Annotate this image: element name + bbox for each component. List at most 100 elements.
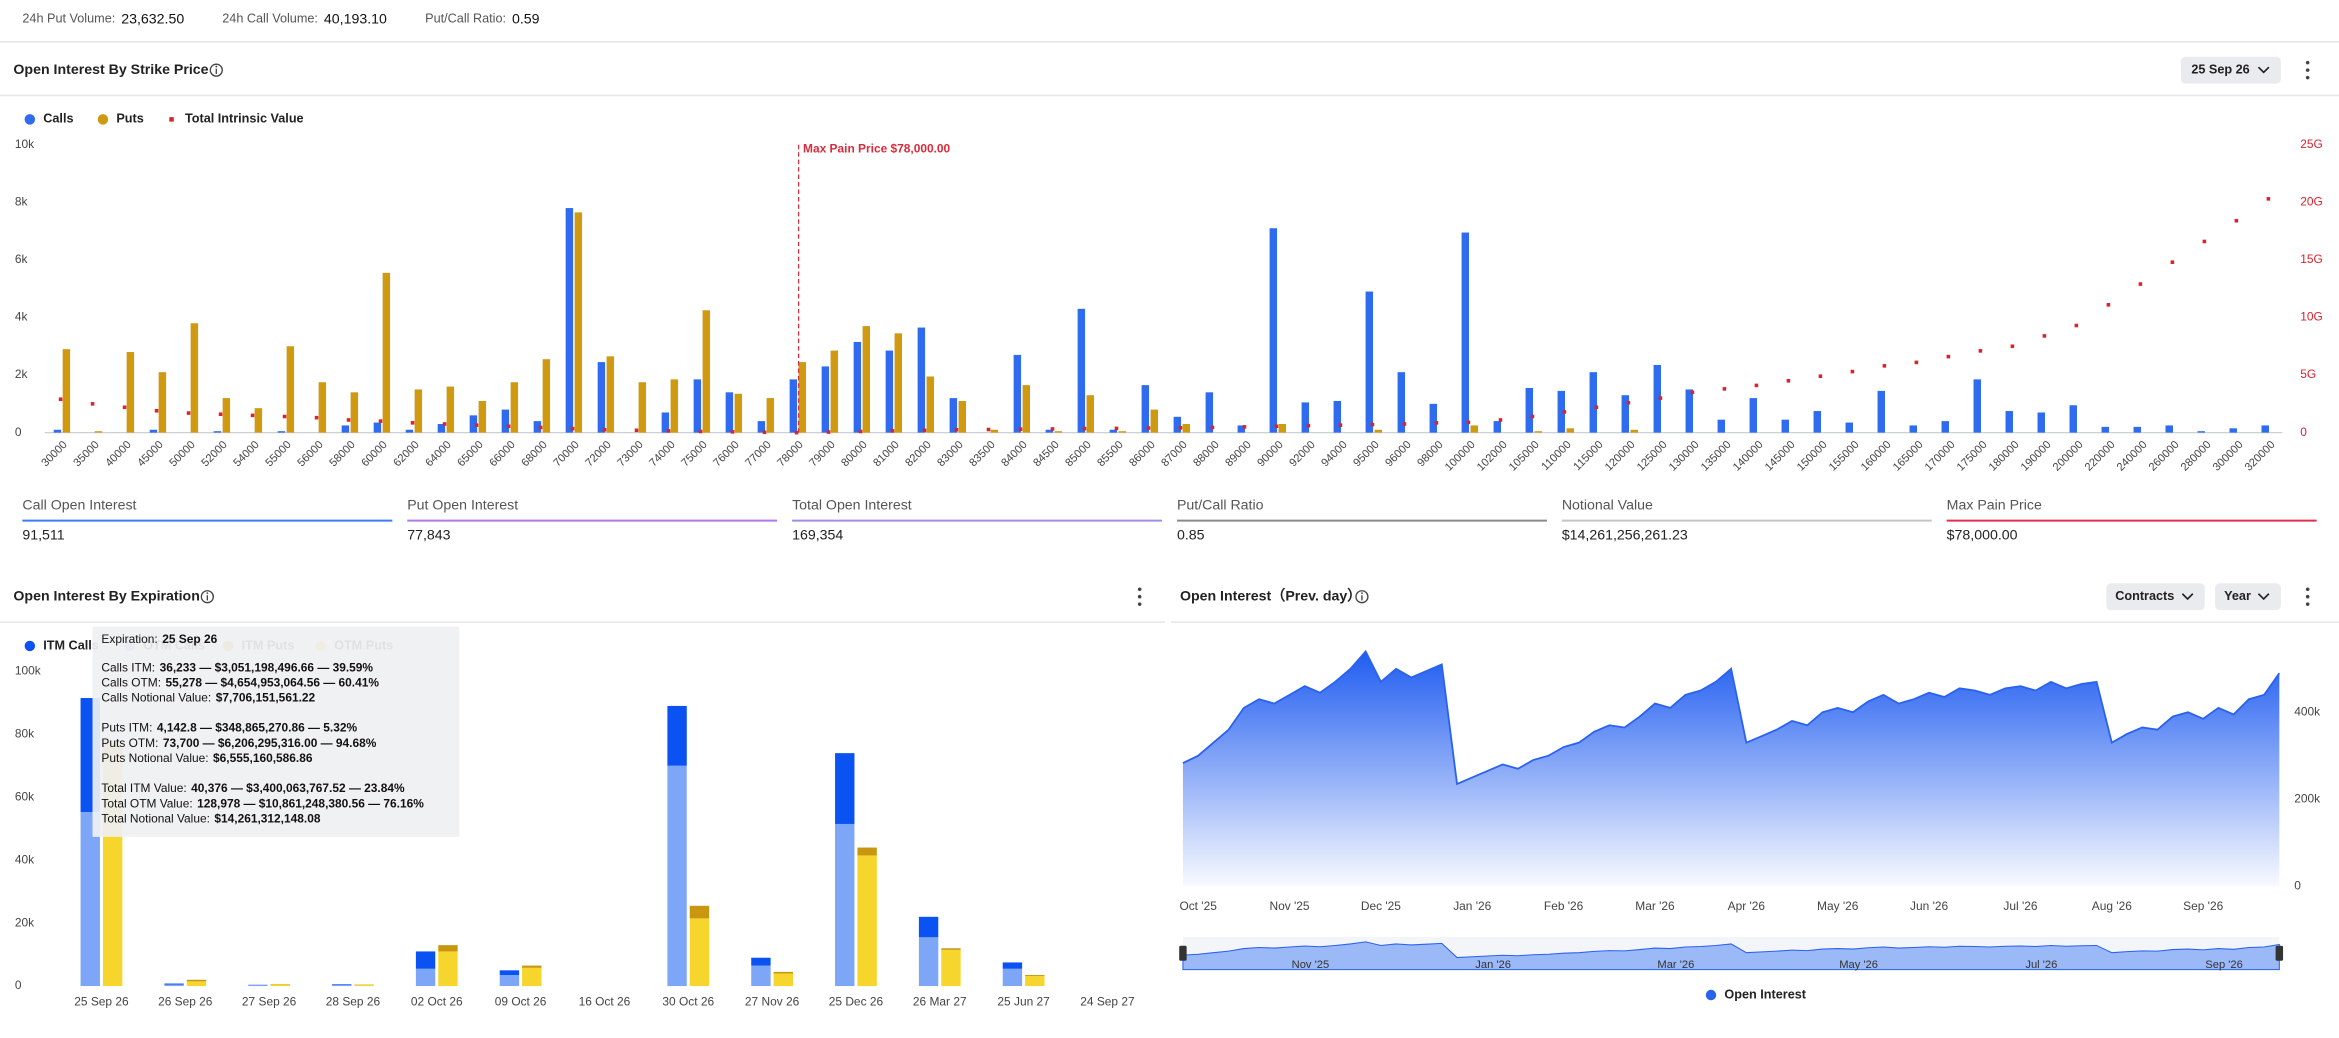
bar (254, 408, 263, 433)
bar (1470, 425, 1478, 433)
info-icon[interactable] (200, 590, 214, 604)
legend-label: Open Interest (1724, 987, 1806, 1001)
bar (1493, 421, 1502, 433)
bar (94, 431, 103, 433)
intrinsic-point (1178, 426, 1183, 430)
bar (190, 323, 199, 433)
bar (446, 386, 455, 433)
bar (821, 366, 830, 433)
stat: Put/Call Ratio: 0.59 (425, 11, 540, 27)
bar-segment (857, 855, 877, 987)
bar (693, 379, 702, 433)
tooltip-line: Calls ITM: 36,233 — $3,051,198,496.66 — 3… (101, 660, 373, 674)
x-tick-label: 66000 (487, 439, 517, 469)
intrinsic-point (1114, 426, 1119, 431)
x-tick-label: Jan '26 (1453, 899, 1491, 913)
y2-tick-label: 5G (2300, 367, 2316, 381)
intrinsic-point (922, 428, 927, 433)
tooltip-line: Puts Notional Value: $6,555,160,586.86 (101, 751, 312, 765)
bar-segment (438, 951, 458, 987)
summary-value: 0.85 (1177, 527, 1205, 543)
summary-label: Put/Call Ratio (1177, 497, 1264, 513)
intrinsic-point (346, 418, 351, 422)
summary-label: Total Open Interest (792, 497, 912, 513)
x-tick-label: 84500 (1031, 439, 1061, 469)
x-tick-label: 09 Oct 26 (495, 995, 547, 1009)
intrinsic-point (986, 427, 991, 432)
intrinsic-point (634, 428, 639, 433)
area-fill (1182, 651, 2280, 887)
navigator-handle[interactable] (1179, 945, 1187, 961)
intrinsic-point (410, 421, 415, 425)
bar (1278, 423, 1287, 433)
bar (1845, 422, 1854, 433)
menu-button[interactable] (2305, 587, 2310, 606)
bar-segment (332, 984, 352, 987)
tooltip-box (92, 626, 460, 837)
menu-button[interactable] (1137, 587, 1142, 606)
dropdown-label: Contracts (2115, 589, 2174, 603)
y-tick-label: 4k (15, 310, 28, 324)
contracts-dropdown[interactable]: Contracts (2106, 583, 2205, 611)
navigator-handle[interactable] (2275, 945, 2284, 961)
y-tick-label: 80k (15, 726, 34, 740)
x-tick-label: 25 Sep 26 (74, 995, 129, 1009)
tooltip-key: Calls OTM: (101, 676, 161, 690)
navigator-area (1182, 941, 2280, 971)
intrinsic-point (1818, 374, 1823, 378)
x-tick-label: 65000 (455, 439, 485, 469)
tooltip-line: Total Notional Value: $14,261,312,148.08 (101, 812, 320, 826)
navigator-label: Mar '26 (1657, 959, 1694, 971)
intrinsic-point (1658, 396, 1663, 400)
range-dropdown[interactable]: Year (2215, 583, 2281, 611)
bar (222, 398, 231, 433)
intrinsic-point (1306, 423, 1311, 428)
legend-swatch (24, 114, 36, 125)
intrinsic-point (1594, 405, 1599, 410)
bar (1525, 388, 1534, 433)
y-tick-label: 0 (15, 978, 22, 992)
tooltip-key: Calls ITM: (101, 660, 155, 674)
bar (318, 382, 327, 433)
stat-value: 23,632.50 (121, 11, 184, 27)
x-tick-label: 50000 (167, 439, 197, 469)
navigator-label: Nov '25 (1292, 959, 1330, 971)
bar-segment (918, 916, 939, 938)
y2-tick-label: 10G (2300, 310, 2323, 324)
menu-button[interactable] (2305, 60, 2310, 80)
intrinsic-point (154, 408, 159, 413)
x-tick-label: Dec '25 (1361, 899, 1401, 913)
bar-segment (667, 705, 687, 766)
bar-segment (438, 945, 458, 952)
x-tick-label: 102000 (1475, 439, 1510, 474)
x-tick-label: 26 Sep 26 (158, 995, 213, 1009)
tooltip-key: Total Notional Value: (101, 812, 209, 826)
y2-tick-label: 15G (2300, 252, 2323, 266)
bar-segment (773, 971, 793, 974)
bar (1141, 385, 1150, 433)
intrinsic-point (122, 405, 127, 410)
expiry-dropdown[interactable]: 25 Sep 26 (2180, 56, 2281, 84)
bar-segment (835, 823, 855, 987)
bar (437, 423, 446, 433)
panel-title: Open Interest By Strike Price (13, 62, 208, 78)
bar-segment (1002, 962, 1023, 969)
info-icon[interactable] (209, 63, 223, 77)
bar (213, 431, 222, 433)
summary-label: Notional Value (1562, 497, 1653, 513)
bar (661, 412, 670, 433)
intrinsic-point (1626, 400, 1631, 405)
info-icon[interactable] (1355, 590, 1369, 604)
bar (350, 392, 359, 433)
bar (286, 346, 295, 433)
bar (670, 379, 679, 433)
x-tick-label: 25 Dec 26 (829, 995, 884, 1009)
bar (341, 425, 350, 433)
bar (1150, 409, 1159, 433)
x-tick-label: 145000 (1763, 439, 1798, 474)
bar (1086, 395, 1095, 433)
x-tick-label: 30000 (39, 439, 69, 469)
x-tick-label: Feb '26 (1544, 899, 1584, 913)
x-tick-label: 40000 (103, 439, 133, 469)
bar (158, 372, 167, 433)
